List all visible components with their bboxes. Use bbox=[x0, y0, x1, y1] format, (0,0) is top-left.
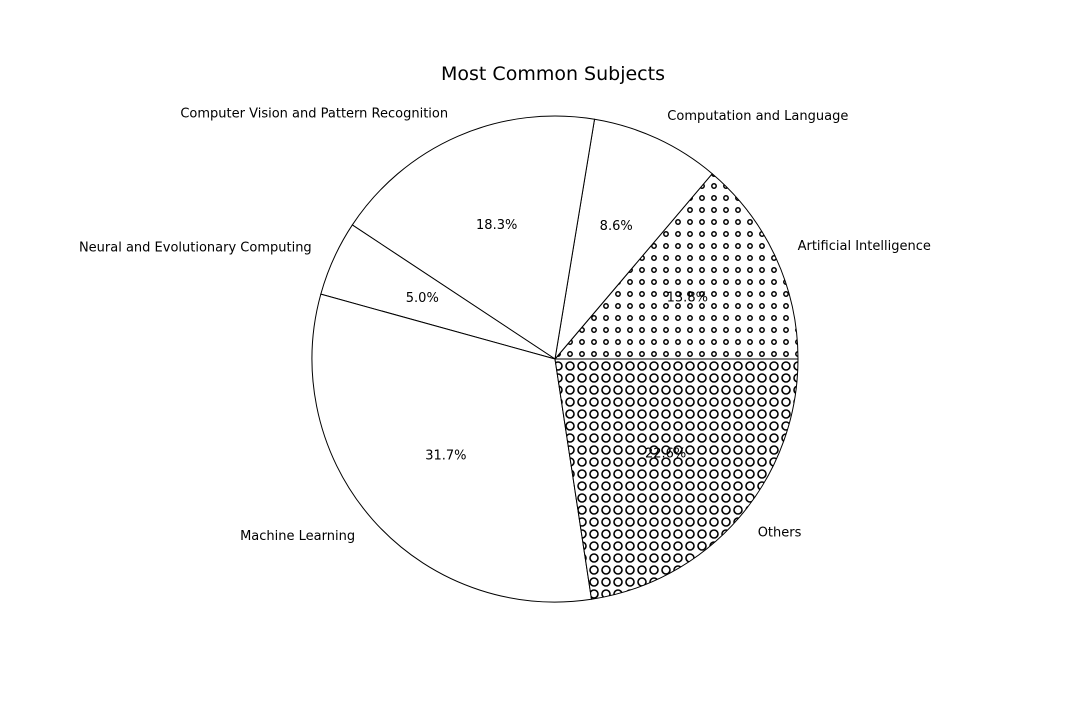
slice-label-others: Others bbox=[758, 526, 802, 541]
slice-label-machine-learning: Machine Learning bbox=[240, 529, 355, 544]
chart-title: Most Common Subjects bbox=[441, 63, 665, 85]
slice-percent-machine-learning: 31.7% bbox=[425, 448, 466, 463]
pie-slice-computation-and-language bbox=[554, 118, 713, 360]
pie-slice-machine-learning bbox=[311, 293, 593, 603]
pie-slice-others bbox=[554, 358, 799, 600]
slice-label-neural-and-evolutionary-computing: Neural and Evolutionary Computing bbox=[79, 241, 312, 256]
slice-percent-neural-and-evolutionary-computing: 5.0% bbox=[406, 291, 439, 306]
pie-slices bbox=[311, 115, 799, 603]
pie-slice-artificial-intelligence bbox=[554, 173, 799, 360]
slice-percent-computation-and-language: 8.6% bbox=[600, 219, 633, 234]
pie-slice-computer-vision-and-pattern-recognition bbox=[351, 115, 596, 360]
slice-percent-others: 22.6% bbox=[645, 447, 686, 462]
slice-label-computer-vision-and-pattern-recognition: Computer Vision and Pattern Recognition bbox=[180, 107, 448, 122]
slice-percent-artificial-intelligence: 13.8% bbox=[667, 290, 708, 305]
pie-labels: Artificial Intelligence 13.8% Computation … bbox=[79, 107, 931, 544]
slice-percent-computer-vision-and-pattern-recognition: 18.3% bbox=[476, 218, 517, 233]
slice-label-artificial-intelligence: Artificial Intelligence bbox=[798, 239, 931, 254]
slice-label-computation-and-language: Computation and Language bbox=[667, 109, 848, 124]
